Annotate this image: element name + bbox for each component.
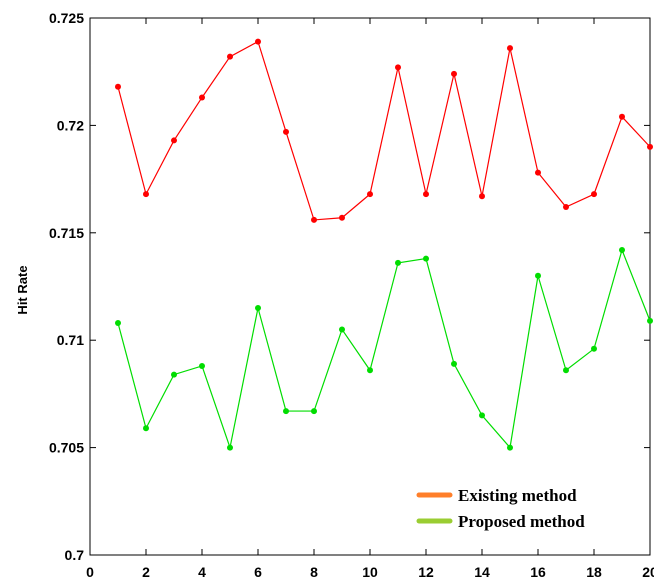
y-tick-label: 0.715 [49, 225, 84, 241]
y-tick-label: 0.725 [49, 10, 84, 26]
plot-frame [89, 17, 651, 556]
x-tick-label: 20 [642, 564, 654, 580]
y-tick-label: 0.705 [49, 440, 84, 456]
data-point [255, 304, 261, 311]
data-point [563, 204, 569, 211]
x-tick-label: 6 [254, 564, 262, 580]
data-point [143, 191, 149, 198]
data-point [619, 113, 625, 120]
x-tick-label: 18 [586, 564, 602, 580]
data-point [367, 367, 373, 374]
series-line [117, 248, 651, 450]
x-tick-label: 10 [362, 564, 378, 580]
data-point [115, 83, 121, 90]
y-tick-label: 0.72 [57, 117, 84, 133]
data-point [283, 408, 289, 415]
axis-ticks [89, 17, 651, 556]
x-tick-label: 12 [418, 564, 434, 580]
x-tick-label: 4 [198, 564, 206, 580]
data-point [339, 326, 345, 333]
data-point [171, 137, 177, 144]
x-tick-label: 2 [142, 564, 150, 580]
data-point [395, 64, 401, 71]
data-point [199, 362, 205, 369]
data-point [255, 38, 261, 45]
data-point [451, 360, 457, 367]
y-tick-label: 0.7 [65, 547, 85, 563]
y-axis-title: Hit Rate [15, 265, 30, 314]
legend-label-proposed: Proposed method [458, 512, 585, 531]
data-point [283, 128, 289, 135]
data-point [451, 70, 457, 77]
series-2 [115, 246, 653, 451]
x-tick-label: 0 [86, 564, 94, 580]
data-point [479, 412, 485, 419]
data-point [507, 444, 513, 451]
data-point [619, 246, 625, 253]
y-tick-label: 0.71 [57, 332, 84, 348]
data-point [311, 216, 317, 223]
legend: Existing method Proposed method [416, 486, 585, 531]
plot-border [89, 17, 651, 556]
data-point [563, 367, 569, 374]
series-layer [115, 38, 653, 451]
data-point [227, 53, 233, 60]
data-point [339, 214, 345, 221]
data-point [647, 317, 653, 324]
data-point [115, 320, 121, 327]
data-point [171, 371, 177, 378]
data-point [227, 444, 233, 451]
data-point [423, 255, 429, 262]
data-point [535, 272, 541, 279]
legend-label-existing: Existing method [458, 486, 577, 505]
data-point [395, 259, 401, 266]
data-point [423, 191, 429, 198]
data-point [507, 45, 513, 52]
x-tick-label: 8 [310, 564, 318, 580]
series-1 [115, 38, 653, 223]
data-point [535, 169, 541, 176]
data-point [367, 191, 373, 198]
x-tick-label: 16 [530, 564, 546, 580]
x-tick-label: 14 [474, 564, 490, 580]
data-point [143, 425, 149, 432]
data-point [199, 94, 205, 101]
data-point [647, 143, 653, 150]
data-point [591, 191, 597, 198]
data-point [591, 345, 597, 352]
data-point [479, 193, 485, 200]
axis-tick-labels: 0 2 4 6 8 10 12 14 16 18 20 0.7 0.705 0.71 0.715 0.72 0.… [49, 10, 654, 580]
data-point [311, 408, 317, 415]
series-line [117, 40, 651, 221]
